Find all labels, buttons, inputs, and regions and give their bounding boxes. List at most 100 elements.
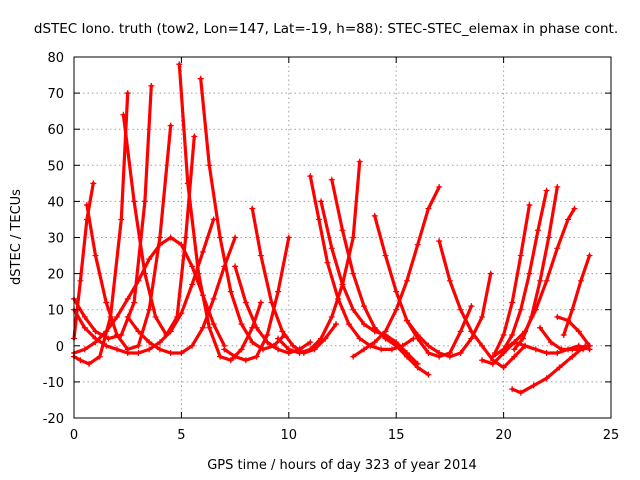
data-point	[296, 350, 303, 357]
data-point	[290, 342, 297, 349]
series-layer	[71, 61, 593, 396]
data-point	[537, 277, 544, 284]
y-axis-label: dSTEC / TECUs	[9, 189, 24, 285]
series-arc-7	[197, 75, 288, 353]
data-point	[479, 342, 486, 349]
data-point	[393, 288, 400, 295]
x-tick-label: 20	[495, 428, 512, 443]
data-point	[519, 335, 526, 342]
series-arc-4	[83, 122, 174, 353]
series-line	[538, 326, 592, 351]
data-point	[131, 198, 138, 205]
data-point	[275, 335, 282, 342]
data-point	[96, 353, 103, 360]
data-point	[360, 321, 367, 328]
x-tick-label: 15	[388, 428, 405, 443]
series-arc-20	[403, 270, 494, 360]
data-point	[217, 353, 224, 360]
data-point	[500, 364, 507, 371]
data-point	[285, 346, 292, 353]
series-arc-25	[500, 187, 550, 353]
data-point	[350, 234, 357, 241]
data-point	[468, 328, 475, 335]
y-tick-label: 0	[56, 340, 64, 355]
data-point	[167, 328, 174, 335]
data-point	[199, 292, 206, 299]
data-point	[517, 252, 524, 259]
data-point	[414, 364, 421, 371]
data-point	[350, 270, 357, 277]
data-point	[569, 306, 576, 313]
series-arc-30	[560, 252, 593, 338]
x-tick-label: 0	[70, 428, 78, 443]
data-point	[92, 252, 99, 259]
data-point	[528, 313, 535, 320]
data-point	[356, 335, 363, 342]
data-point	[81, 324, 88, 331]
data-point	[238, 321, 245, 328]
data-point	[554, 313, 561, 320]
data-point	[393, 306, 400, 313]
data-point	[210, 295, 217, 302]
data-point	[146, 256, 153, 263]
data-point	[81, 313, 88, 320]
data-point	[307, 173, 314, 180]
series-arc-3	[71, 82, 155, 342]
data-point	[350, 306, 357, 313]
data-point	[113, 346, 120, 353]
series-arc-12	[249, 205, 340, 357]
data-point	[457, 328, 464, 335]
data-point	[446, 353, 453, 360]
series-arc-29	[554, 313, 593, 349]
series-arc-18	[350, 183, 443, 360]
data-point	[547, 339, 554, 346]
data-point	[189, 281, 196, 288]
data-point	[403, 277, 410, 284]
data-point	[446, 277, 453, 284]
data-point	[328, 176, 335, 183]
data-point	[360, 346, 367, 353]
data-point	[178, 310, 185, 317]
data-point	[554, 350, 561, 357]
series-line	[373, 214, 473, 359]
data-point	[526, 202, 533, 209]
data-point	[543, 375, 550, 382]
data-point	[511, 339, 518, 346]
data-point	[580, 346, 587, 353]
data-point	[92, 328, 99, 335]
data-point	[238, 346, 245, 353]
data-point	[509, 299, 516, 306]
data-point	[178, 350, 185, 357]
data-point	[135, 342, 142, 349]
data-point	[77, 277, 84, 284]
data-point	[307, 339, 314, 346]
data-point	[403, 317, 410, 324]
series-line	[72, 84, 153, 341]
data-point	[103, 342, 110, 349]
series-line	[330, 178, 430, 377]
data-point	[178, 241, 185, 248]
data-point	[517, 389, 524, 396]
series-arc-26	[511, 183, 561, 353]
data-point	[156, 241, 163, 248]
data-point	[124, 295, 131, 302]
data-point	[436, 238, 443, 245]
data-point	[242, 357, 249, 364]
data-point	[468, 335, 475, 342]
data-point	[511, 353, 518, 360]
data-point	[532, 346, 539, 353]
data-point	[511, 346, 518, 353]
data-point	[167, 350, 174, 357]
data-point	[217, 234, 224, 241]
data-point	[86, 360, 93, 367]
data-point	[141, 198, 148, 205]
data-point	[146, 346, 153, 353]
data-point	[83, 202, 90, 209]
data-point	[124, 90, 131, 97]
data-point	[425, 342, 432, 349]
data-point	[257, 252, 264, 259]
data-point	[253, 324, 260, 331]
data-point	[586, 342, 593, 349]
data-point	[403, 353, 410, 360]
y-tick-label: 10	[47, 304, 64, 319]
